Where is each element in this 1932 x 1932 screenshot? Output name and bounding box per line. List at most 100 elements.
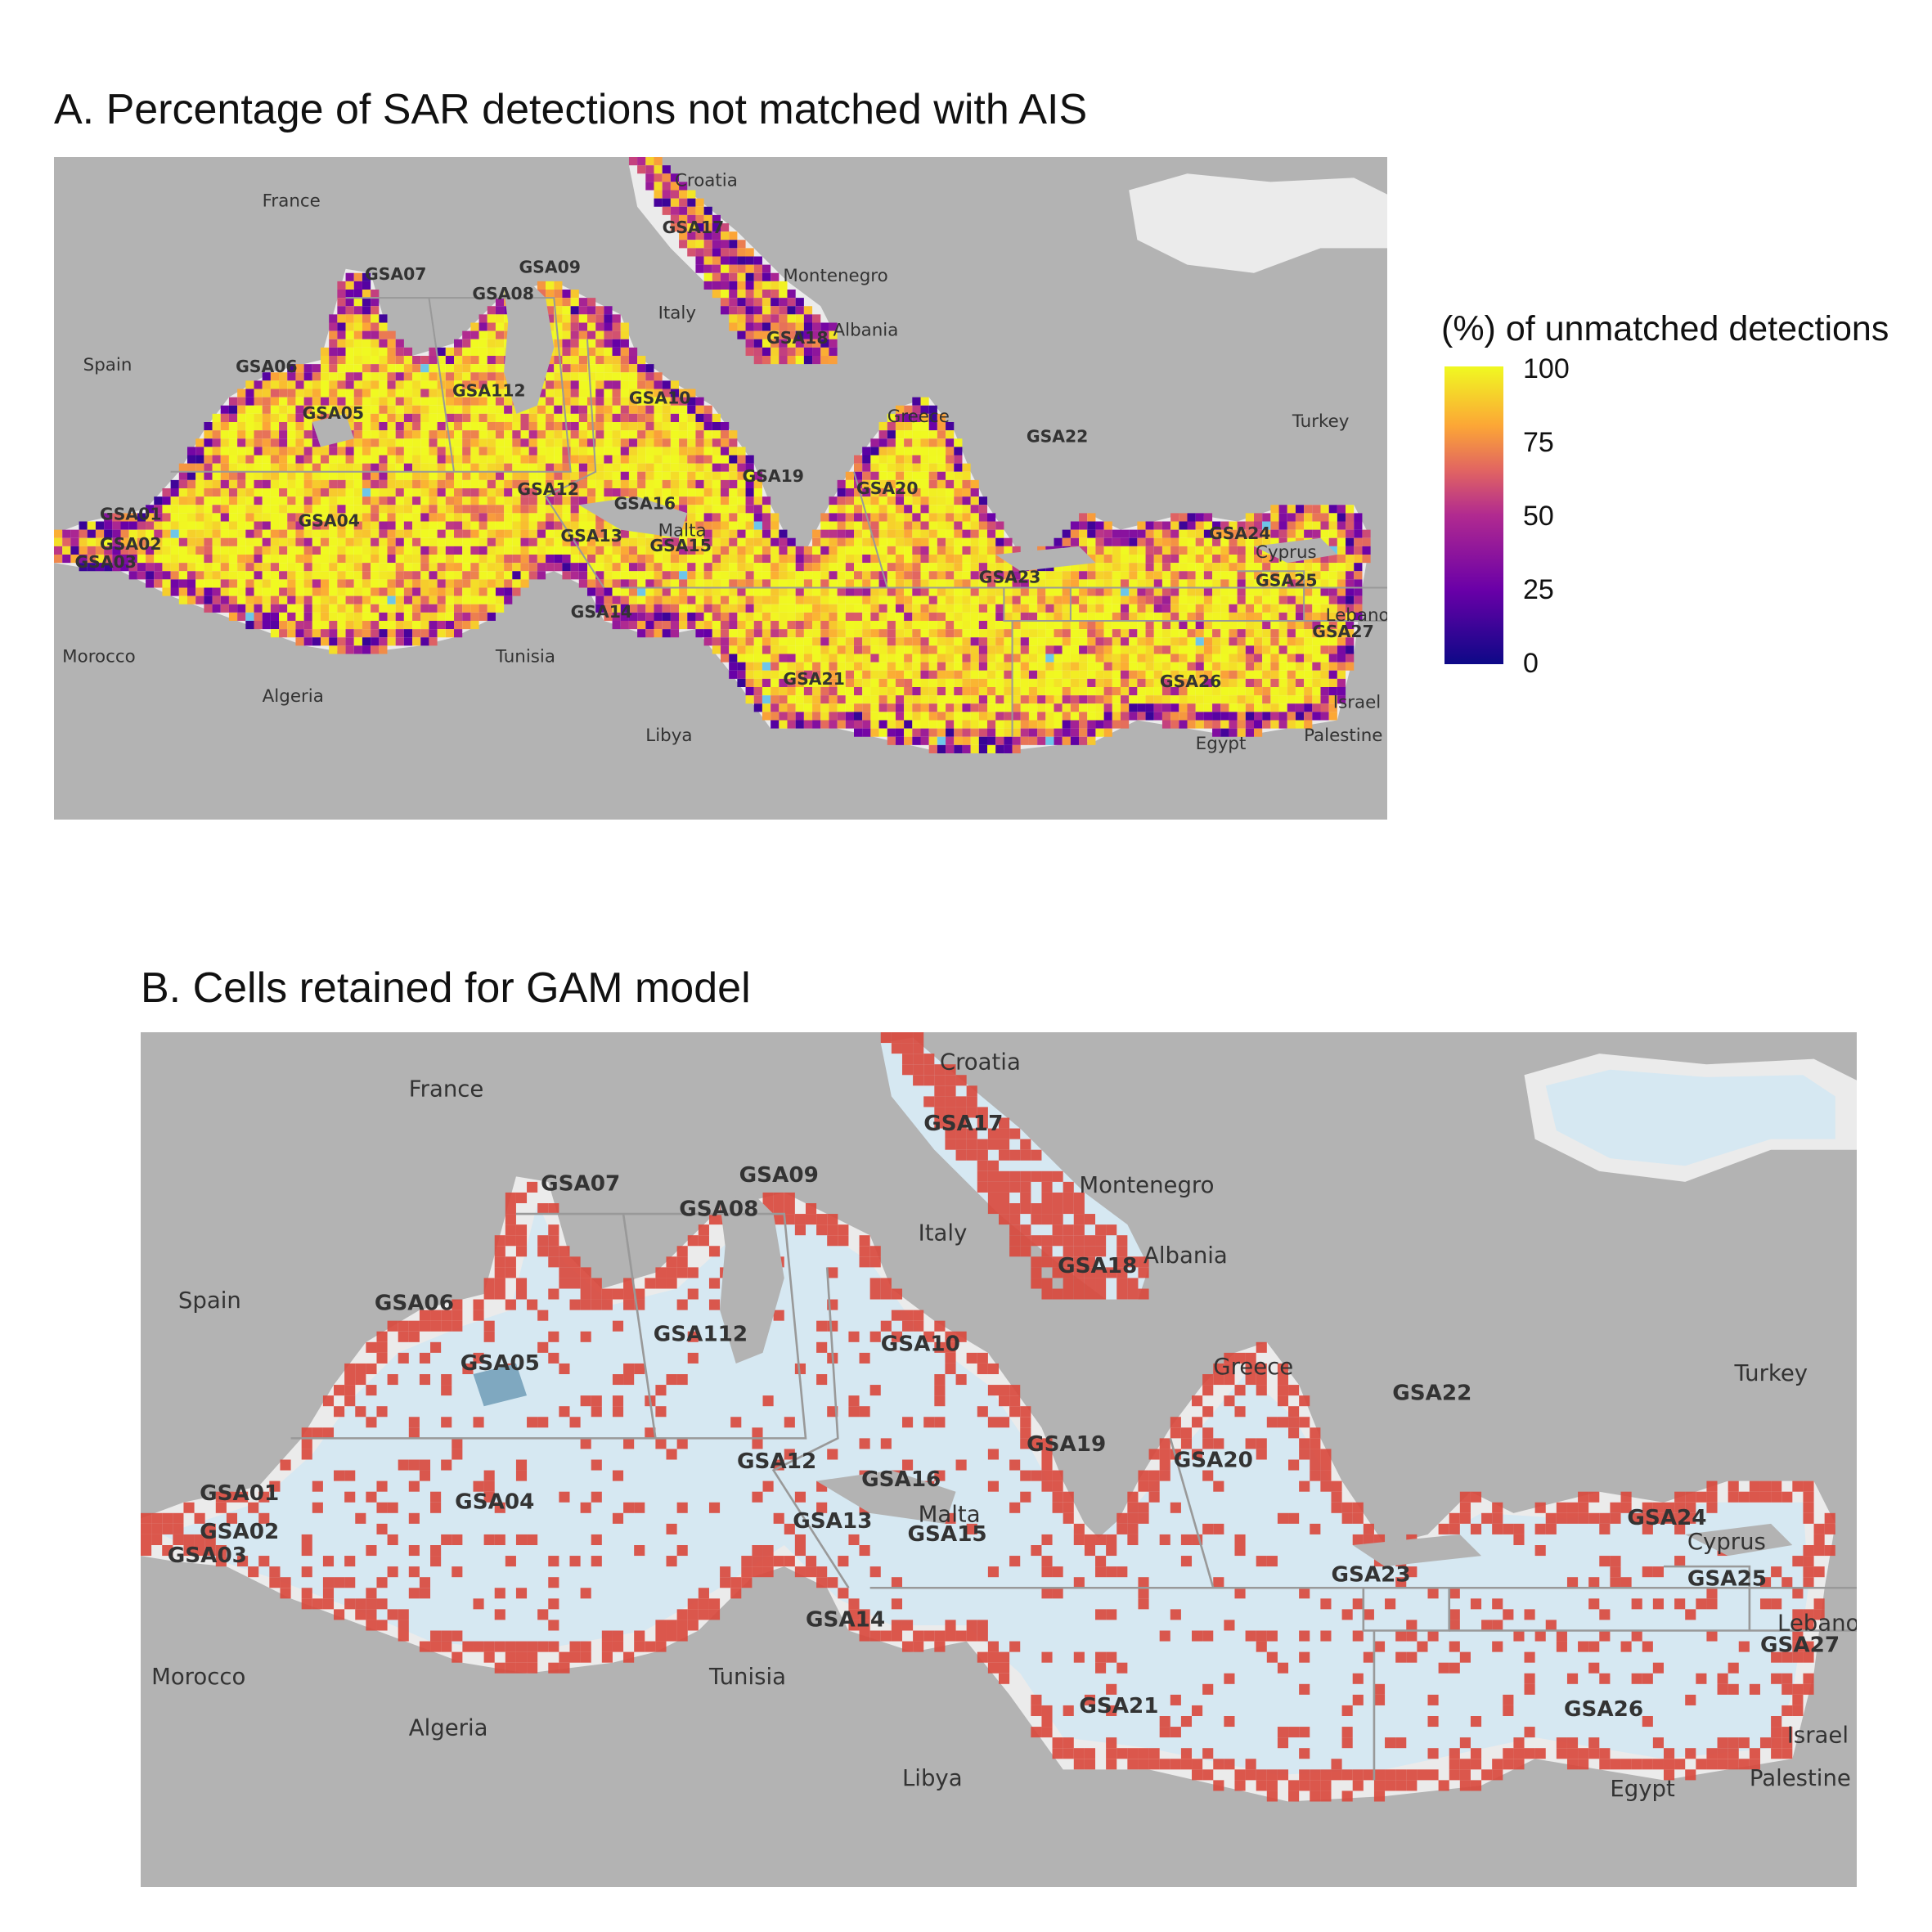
detection-cell xyxy=(1254,563,1263,572)
detection-cell xyxy=(187,563,196,572)
detection-cell xyxy=(337,621,346,630)
detection-cell xyxy=(362,356,371,365)
detection-cell xyxy=(1312,587,1321,596)
detection-cell xyxy=(620,463,629,472)
detection-cell xyxy=(362,298,371,307)
detection-cell xyxy=(321,595,330,604)
detection-cell xyxy=(695,537,704,546)
detection-cell xyxy=(1295,513,1305,522)
detection-cell xyxy=(937,587,946,596)
detection-cell xyxy=(420,587,429,596)
retained-cell xyxy=(1009,1203,1021,1215)
detection-cell xyxy=(204,546,213,555)
detection-cell xyxy=(895,604,905,613)
detection-cell xyxy=(204,563,213,572)
detection-cell xyxy=(687,587,696,596)
detection-cell xyxy=(403,372,413,381)
map-panel-a: France Spain Morocco Algeria Tunisia Lib… xyxy=(54,157,1387,820)
detection-cell xyxy=(1054,587,1063,596)
detection-cell xyxy=(1161,587,1171,596)
detection-cell xyxy=(445,430,454,439)
detection-cell xyxy=(146,505,155,514)
detection-cell xyxy=(595,555,604,564)
detection-cell xyxy=(237,546,246,555)
detection-cell xyxy=(628,389,638,398)
detection-cell xyxy=(946,621,955,630)
detection-cell xyxy=(204,471,213,480)
detection-cell xyxy=(595,306,604,315)
detection-cell xyxy=(1337,637,1346,646)
detection-cell xyxy=(771,546,780,555)
detection-cell xyxy=(1137,571,1146,580)
detection-cell xyxy=(270,513,280,522)
detection-cell xyxy=(1020,720,1029,729)
detection-cell xyxy=(829,587,838,596)
detection-cell xyxy=(345,563,354,572)
detection-cell xyxy=(387,405,396,414)
detection-cell xyxy=(954,537,963,546)
detection-cell xyxy=(954,571,963,580)
detection-cell xyxy=(1028,571,1038,580)
detection-cell xyxy=(1304,604,1313,613)
detection-cell xyxy=(745,281,754,290)
detection-cell xyxy=(479,389,487,398)
detection-cell xyxy=(1203,637,1213,646)
detection-cell xyxy=(537,430,546,439)
detection-cell xyxy=(829,654,838,663)
detection-cell xyxy=(254,563,263,572)
detection-cell xyxy=(1220,678,1229,687)
detection-cell xyxy=(595,422,604,431)
detection-cell xyxy=(1037,621,1046,630)
detection-cell xyxy=(112,513,121,522)
detection-cell xyxy=(570,356,579,365)
detection-cell xyxy=(595,579,604,588)
detection-cell xyxy=(878,513,887,522)
detection-cell xyxy=(520,513,529,522)
detection-cell xyxy=(1145,555,1154,564)
label-gsa21: GSA21 xyxy=(783,669,844,689)
detection-cell xyxy=(295,372,304,381)
detection-cell xyxy=(779,670,788,679)
detection-cell xyxy=(495,314,505,323)
detection-cell xyxy=(303,637,312,646)
detection-cell xyxy=(237,405,246,414)
detection-cell xyxy=(1312,555,1321,564)
detection-cell xyxy=(771,645,780,654)
detection-cell xyxy=(1054,637,1063,646)
detection-cell xyxy=(762,505,771,514)
detection-cell xyxy=(737,463,746,472)
detection-cell xyxy=(495,430,505,439)
detection-cell xyxy=(1161,563,1171,572)
detection-cell xyxy=(970,703,979,712)
detection-cell xyxy=(270,505,280,514)
detection-cell xyxy=(771,537,780,546)
detection-cell xyxy=(962,687,971,696)
detection-cell xyxy=(1129,563,1138,572)
detection-cell xyxy=(679,455,688,464)
detection-cell xyxy=(1278,687,1287,696)
detection-cell xyxy=(270,604,280,613)
detection-cell xyxy=(454,413,463,422)
detection-cell xyxy=(928,546,937,555)
detection-cell xyxy=(1087,595,1096,604)
detection-cell xyxy=(837,521,846,530)
detection-cell xyxy=(670,479,680,488)
detection-cell xyxy=(387,463,396,472)
detection-cell xyxy=(912,537,921,546)
detection-cell xyxy=(1220,571,1229,580)
detection-cell xyxy=(779,703,788,712)
detection-cell xyxy=(454,372,463,381)
detection-cell xyxy=(604,571,613,580)
detection-cell xyxy=(970,695,979,704)
detection-cell xyxy=(54,529,63,538)
detection-cell xyxy=(887,463,896,472)
detection-cell xyxy=(504,438,513,447)
detection-cell xyxy=(371,587,380,596)
detection-cell xyxy=(1237,612,1246,621)
detection-cell xyxy=(445,505,454,514)
detection-cell xyxy=(262,587,271,596)
detection-cell xyxy=(962,621,971,630)
detection-cell xyxy=(912,687,921,696)
detection-cell xyxy=(1145,571,1154,580)
detection-cell xyxy=(228,537,238,546)
